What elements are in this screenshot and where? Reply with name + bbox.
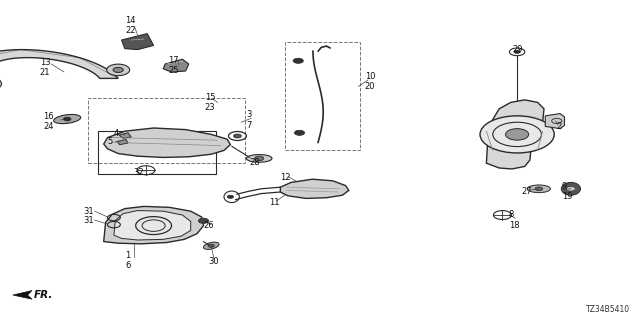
Text: 31: 31 xyxy=(83,216,94,225)
Circle shape xyxy=(63,117,71,121)
Text: 13
21: 13 21 xyxy=(40,58,51,77)
Text: 4: 4 xyxy=(114,129,119,138)
Text: 11: 11 xyxy=(269,198,279,207)
Text: FR.: FR. xyxy=(34,290,53,300)
Text: 10
20: 10 20 xyxy=(365,72,375,91)
Text: 1
6: 1 6 xyxy=(125,251,131,270)
Circle shape xyxy=(506,129,529,140)
Text: 27: 27 xyxy=(522,187,532,196)
Text: 12: 12 xyxy=(280,173,291,182)
Polygon shape xyxy=(486,100,544,169)
Circle shape xyxy=(294,130,305,135)
Ellipse shape xyxy=(54,115,81,124)
Text: 15
23: 15 23 xyxy=(205,93,216,112)
Bar xyxy=(98,131,216,174)
Text: 28: 28 xyxy=(250,158,260,167)
Bar xyxy=(88,98,245,163)
Text: 8
18: 8 18 xyxy=(509,211,520,230)
Circle shape xyxy=(566,187,575,191)
Circle shape xyxy=(113,67,124,72)
Text: 26: 26 xyxy=(204,221,214,230)
Ellipse shape xyxy=(561,182,580,195)
Circle shape xyxy=(227,195,234,198)
Polygon shape xyxy=(104,206,204,244)
Polygon shape xyxy=(280,179,349,198)
Polygon shape xyxy=(122,34,154,50)
Polygon shape xyxy=(117,140,128,145)
Polygon shape xyxy=(163,59,189,72)
Polygon shape xyxy=(119,133,131,138)
Bar xyxy=(285,42,360,150)
Circle shape xyxy=(107,64,130,76)
Polygon shape xyxy=(0,50,118,78)
Circle shape xyxy=(480,116,554,153)
Circle shape xyxy=(198,218,209,223)
Circle shape xyxy=(514,50,520,53)
Text: 14
22: 14 22 xyxy=(125,16,136,35)
Ellipse shape xyxy=(204,242,219,249)
Polygon shape xyxy=(114,211,191,240)
Circle shape xyxy=(0,77,1,91)
Text: 9
19: 9 19 xyxy=(562,182,572,201)
Text: 29: 29 xyxy=(512,45,522,54)
Text: 31: 31 xyxy=(83,207,94,216)
Text: 3
7: 3 7 xyxy=(246,110,252,130)
Circle shape xyxy=(535,187,543,191)
Text: 30: 30 xyxy=(208,257,219,266)
Circle shape xyxy=(255,156,264,161)
Ellipse shape xyxy=(527,185,550,193)
Polygon shape xyxy=(13,291,32,299)
Text: 2: 2 xyxy=(557,122,562,131)
Text: 32: 32 xyxy=(133,168,144,177)
Text: 5: 5 xyxy=(108,137,113,146)
Text: 17
25: 17 25 xyxy=(168,56,179,75)
Circle shape xyxy=(208,244,214,247)
Text: TZ34B5410: TZ34B5410 xyxy=(586,305,630,314)
Polygon shape xyxy=(104,128,230,157)
Polygon shape xyxy=(545,114,564,129)
Text: 16
24: 16 24 xyxy=(44,112,54,131)
Circle shape xyxy=(293,58,303,63)
Ellipse shape xyxy=(246,155,272,162)
Circle shape xyxy=(234,134,241,138)
